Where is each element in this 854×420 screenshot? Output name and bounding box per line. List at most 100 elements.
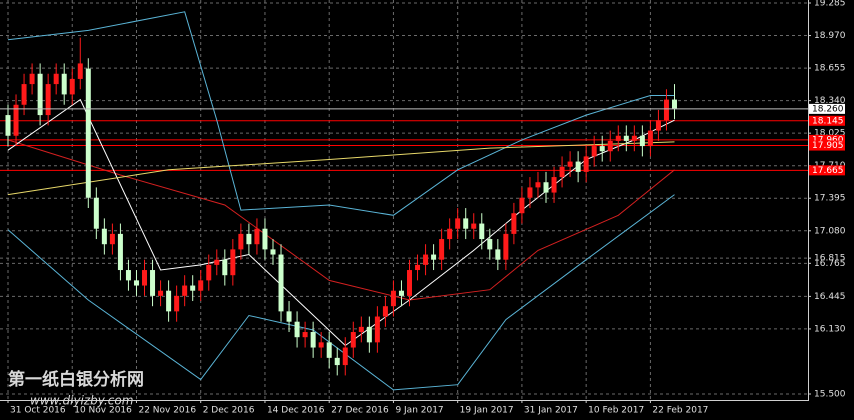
indicator-line bbox=[7, 141, 675, 196]
candle-body bbox=[591, 146, 597, 157]
candle-body bbox=[623, 135, 629, 141]
candle-body bbox=[326, 342, 332, 358]
candle-body bbox=[302, 332, 308, 338]
candle-body bbox=[93, 197, 99, 229]
candle-body bbox=[599, 146, 605, 152]
x-tick-label: 27 Dec 2016 bbox=[331, 406, 389, 416]
candle-body bbox=[511, 213, 517, 234]
candle-body bbox=[174, 295, 180, 312]
candle-body bbox=[246, 233, 252, 245]
candle-body bbox=[615, 135, 621, 141]
y-tick-label: 19.285 bbox=[814, 0, 846, 8]
candle-body bbox=[150, 270, 156, 296]
candle-body bbox=[551, 177, 557, 193]
watermark: 第一纸白银分析网 www.diyizby.com bbox=[8, 369, 144, 408]
candle-body bbox=[230, 249, 236, 276]
x-tick-label: 2 Dec 2016 bbox=[203, 406, 255, 416]
candle-body bbox=[439, 239, 445, 260]
candle-body bbox=[487, 239, 493, 250]
candle-body bbox=[447, 228, 453, 240]
y-tick-label: 18.655 bbox=[814, 64, 846, 74]
candle-body bbox=[286, 311, 292, 322]
candle-body bbox=[133, 280, 139, 286]
candle-body bbox=[382, 306, 388, 317]
candle-body bbox=[13, 104, 19, 136]
level-label: 17.905 bbox=[812, 141, 844, 151]
candle-body bbox=[358, 326, 364, 333]
y-tick-label: 18.340 bbox=[814, 96, 846, 106]
candle-body bbox=[350, 332, 356, 348]
candle-body bbox=[390, 290, 396, 307]
y-tick-label: 17.080 bbox=[814, 226, 846, 236]
candle-body bbox=[190, 285, 196, 291]
candle-body bbox=[495, 249, 501, 260]
candle-body bbox=[655, 120, 661, 131]
candle-body bbox=[29, 73, 35, 85]
watermark-url: www.diyizby.com bbox=[30, 394, 133, 408]
level-label-box bbox=[809, 140, 845, 151]
candle-body bbox=[53, 73, 59, 85]
candle-body bbox=[125, 270, 131, 281]
candle-body bbox=[206, 264, 212, 281]
x-tick-label: 14 Dec 2016 bbox=[267, 406, 325, 416]
candle-body bbox=[519, 197, 525, 214]
candle-body bbox=[182, 285, 188, 296]
candle-body bbox=[318, 342, 324, 348]
candle-body bbox=[455, 218, 461, 229]
candle-body bbox=[109, 233, 115, 245]
indicator-line bbox=[7, 11, 675, 216]
candle-body bbox=[101, 228, 107, 245]
candle-body bbox=[503, 233, 509, 260]
candle-body bbox=[647, 130, 653, 147]
candle-body bbox=[398, 290, 404, 296]
candle-body bbox=[607, 140, 613, 152]
candle-body bbox=[61, 73, 67, 95]
x-tick-label: 10 Feb 2017 bbox=[588, 406, 644, 416]
candle-body bbox=[431, 254, 437, 260]
candle-body bbox=[423, 254, 429, 265]
candle-body bbox=[222, 259, 228, 276]
candle-body bbox=[278, 254, 284, 312]
candle-body bbox=[543, 182, 549, 193]
candle-body bbox=[294, 321, 300, 338]
candle-body bbox=[663, 99, 669, 121]
x-tick-label: 31 Oct 2016 bbox=[10, 406, 66, 416]
candle-body bbox=[254, 228, 260, 245]
x-tick-label: 9 Jan 2017 bbox=[395, 406, 443, 416]
candle-body bbox=[471, 223, 477, 229]
candle-body bbox=[639, 135, 645, 147]
candle-body bbox=[535, 182, 541, 188]
candle-body bbox=[407, 270, 412, 296]
level-label: 17.665 bbox=[812, 166, 844, 176]
candle-body bbox=[415, 264, 421, 271]
y-tick-label: 17.395 bbox=[814, 194, 846, 204]
candle-body bbox=[85, 68, 91, 198]
candle-body bbox=[583, 156, 589, 172]
x-tick-label: 10 Nov 2016 bbox=[74, 406, 132, 416]
level-label-box bbox=[809, 165, 845, 176]
y-tick-label: 15.500 bbox=[814, 390, 846, 400]
candle-body bbox=[45, 84, 51, 116]
candle-body bbox=[262, 228, 268, 250]
y-tick-label: 16.445 bbox=[814, 292, 846, 302]
candle-body bbox=[567, 161, 573, 167]
candle-body bbox=[463, 218, 469, 229]
y-tick-label: 16.765 bbox=[814, 259, 846, 269]
candle-body bbox=[77, 63, 83, 79]
watermark-title: 第一纸白银分析网 bbox=[8, 369, 144, 390]
candle-body bbox=[310, 332, 316, 348]
candle-body bbox=[366, 326, 372, 343]
y-tick-label: 16.130 bbox=[814, 324, 846, 334]
candle-body bbox=[575, 161, 581, 172]
last-price-box bbox=[809, 103, 845, 114]
candle-body bbox=[166, 290, 172, 312]
candle-body bbox=[158, 290, 164, 296]
candle-body bbox=[527, 187, 533, 198]
level-label-box bbox=[809, 134, 845, 145]
x-tick-label: 22 Feb 2017 bbox=[652, 406, 708, 416]
x-tick-label: 19 Jan 2017 bbox=[460, 406, 514, 416]
candle-body bbox=[37, 73, 43, 116]
candle-body bbox=[342, 347, 348, 366]
